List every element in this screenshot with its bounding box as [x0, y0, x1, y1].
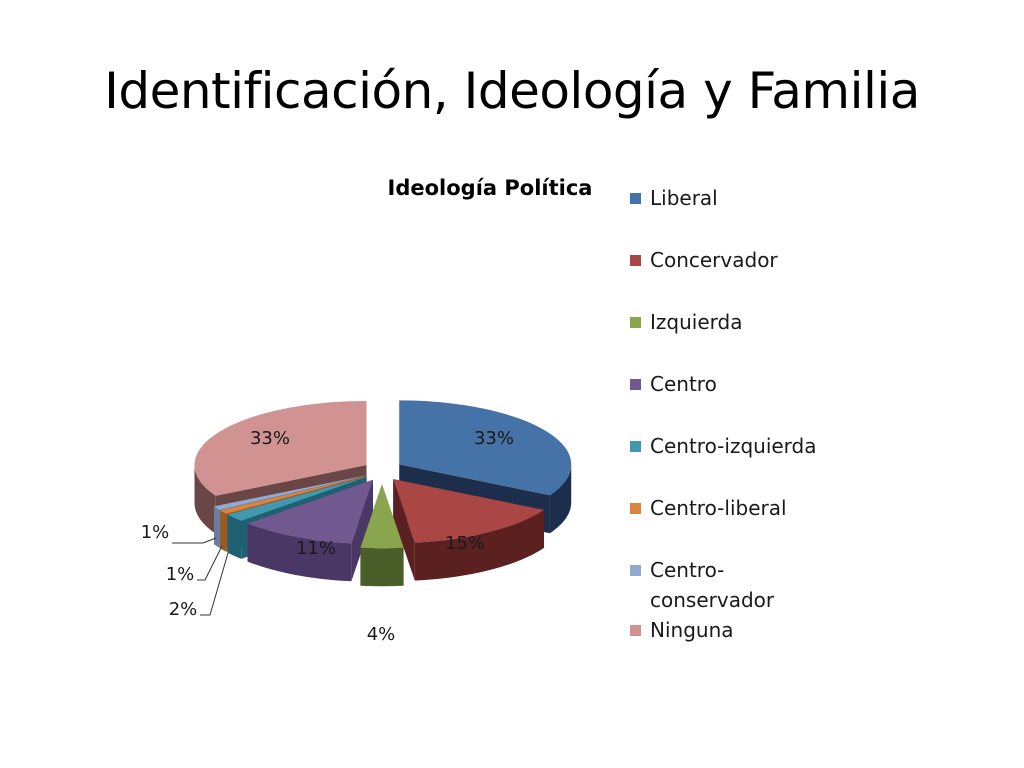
data-label-centro-liberal: 1% [166, 564, 195, 585]
legend-label: Centro-liberal [650, 496, 787, 520]
pie-slice-izquierda [360, 484, 404, 549]
legend-swatch [630, 565, 641, 576]
legend-label: Centro-conservador [650, 558, 775, 612]
leader-line-centro-conservador [172, 537, 217, 544]
data-label-concervador: 15% [445, 533, 485, 554]
legend-label: Centro [650, 372, 717, 396]
legend-swatch [630, 625, 641, 636]
leader-line-centro-izquierda [200, 552, 229, 616]
chart-title: Ideología Política [387, 176, 593, 200]
legend-swatch [630, 255, 641, 266]
legend-label: Izquierda [650, 310, 743, 334]
legend-label: Centro-izquierda [650, 434, 817, 458]
legend-swatch [630, 441, 641, 452]
pie-slice-ninguna [194, 400, 367, 496]
slide-title: Identificación, Ideología y Familia [104, 62, 920, 120]
pie-slice-concervador [393, 479, 544, 543]
legend-swatch [630, 503, 641, 514]
legend-swatch [630, 193, 641, 204]
pie-slice-face-concervador [393, 479, 415, 581]
data-label-liberal: 33% [474, 428, 514, 449]
pie-slice-centro-liberal [220, 476, 366, 514]
pie-slice-centro-conservador [214, 475, 365, 510]
pie-slice-side-liberal [549, 464, 572, 534]
pie-slice-centro [247, 479, 373, 544]
legend-label: Ninguna [650, 618, 734, 642]
legend-swatch [630, 379, 641, 390]
data-label-ninguna: 33% [250, 428, 290, 449]
pie-slice-centro-izquierda [227, 477, 367, 521]
legend-label: Liberal [650, 186, 718, 210]
leader-line-centro-liberal [197, 545, 223, 581]
data-label-centro: 11% [296, 538, 336, 559]
data-label-centro-izquierda: 2% [169, 599, 198, 620]
pie-slice-side-ninguna [194, 464, 216, 534]
legend-swatch [630, 317, 641, 328]
pie-slice-liberal [399, 400, 572, 496]
legend-label: Concervador [650, 248, 778, 272]
data-label-izquierda: 4% [367, 624, 396, 645]
data-label-centro-conservador: 1% [141, 522, 170, 543]
pie-slice-side-izquierda [360, 547, 404, 587]
